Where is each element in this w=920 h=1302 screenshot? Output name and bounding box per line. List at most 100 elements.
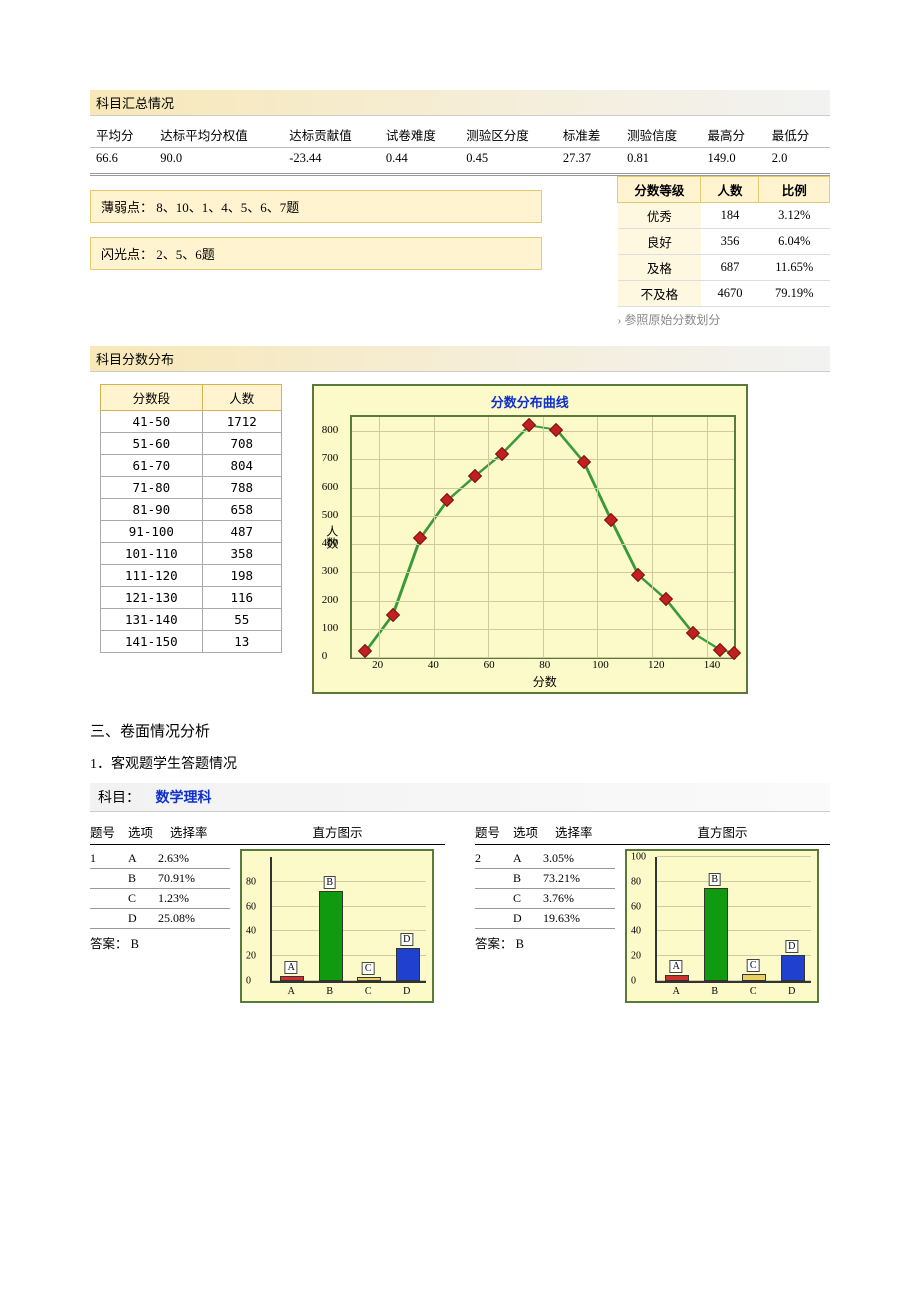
highlight-box: 闪光点： 2、5、6题 <box>90 237 542 270</box>
option-cell: B <box>513 871 543 886</box>
dist-cell: 141-150 <box>101 631 203 653</box>
q-header-cell: 选择率 <box>170 822 230 841</box>
summary-val: 0.81 <box>621 148 701 170</box>
dist-cell: 804 <box>202 455 281 477</box>
summary-col: 最低分 <box>766 122 830 148</box>
option-row: C1.23% <box>90 889 230 909</box>
option-cell <box>475 911 513 926</box>
summary-col: 最高分 <box>702 122 766 148</box>
y-tick: 100 <box>322 622 339 634</box>
grade-table: 分数等级人数比例 优秀1843.12%良好3566.04%及格68711.65%… <box>617 176 830 307</box>
option-row: 2A3.05% <box>475 849 615 869</box>
grade-cell: 6.04% <box>759 229 830 255</box>
grade-cell: 184 <box>701 203 759 229</box>
bar <box>665 975 689 981</box>
y-tick: 300 <box>322 565 339 577</box>
option-cell: C <box>513 891 543 906</box>
option-cell: 3.76% <box>543 891 615 906</box>
summary-col: 达标贡献值 <box>283 122 380 148</box>
question-block: 题号选项选择率直方图示2A3.05%B73.21%C3.76%D19.63%答案… <box>475 822 830 1003</box>
option-cell: A <box>128 851 158 866</box>
bar-label: B <box>708 873 721 886</box>
bar-label: D <box>785 940 798 953</box>
option-cell: 2.63% <box>158 851 230 866</box>
summary-val: 0.45 <box>460 148 557 170</box>
summary-col: 标准差 <box>557 122 621 148</box>
option-cell: D <box>513 911 543 926</box>
dist-cell: 101-110 <box>101 543 203 565</box>
q-header-cell: 直方图示 <box>615 822 830 841</box>
bright-text: 2、5、6题 <box>156 247 215 262</box>
dist-header: 科目分数分布 <box>90 346 830 372</box>
weak-text: 8、10、1、4、5、6、7题 <box>156 200 299 215</box>
grade-cell: 不及格 <box>618 281 701 307</box>
grade-cell: 687 <box>701 255 759 281</box>
bar <box>704 888 728 981</box>
option-cell: C <box>128 891 158 906</box>
grade-note: › 参照原始分数划分 <box>617 311 830 328</box>
dist-col: 人数 <box>202 385 281 411</box>
bar-label: C <box>362 962 375 975</box>
grade-cell: 及格 <box>618 255 701 281</box>
weak-label: 薄弱点： <box>101 200 153 215</box>
bar <box>396 948 420 981</box>
bar-xtick: B <box>711 986 718 997</box>
summary-table: 平均分达标平均分权值达标贡献值试卷难度测验区分度标准差测验信度最高分最低分 66… <box>90 122 830 169</box>
dist-cell: 91-100 <box>101 521 203 543</box>
q-header-cell: 选项 <box>128 822 170 841</box>
q-header-cell: 选项 <box>513 822 555 841</box>
dist-cell: 116 <box>202 587 281 609</box>
bar-ytick: 60 <box>631 901 641 912</box>
x-tick: 80 <box>539 659 550 671</box>
summary-val: -23.44 <box>283 148 380 170</box>
summary-col: 测验信度 <box>621 122 701 148</box>
q-header-cell: 直方图示 <box>230 822 445 841</box>
bar-ytick: 80 <box>246 876 256 887</box>
option-row: 1A2.63% <box>90 849 230 869</box>
objective-heading: 1．客观题学生答题情况 <box>90 753 830 773</box>
dist-cell: 55 <box>202 609 281 631</box>
grade-col: 比例 <box>759 177 830 203</box>
summary-val: 66.6 <box>90 148 154 170</box>
grade-col: 分数等级 <box>618 177 701 203</box>
dist-cell: 708 <box>202 433 281 455</box>
bar-label: A <box>670 960 683 973</box>
grade-cell: 79.19% <box>759 281 830 307</box>
grade-cell: 4670 <box>701 281 759 307</box>
gridline <box>597 417 598 657</box>
option-cell: B <box>128 871 158 886</box>
dist-cell: 111-120 <box>101 565 203 587</box>
bar-xtick: D <box>788 986 795 997</box>
bar <box>357 977 381 981</box>
weak-box: 薄弱点： 8、10、1、4、5、6、7题 <box>90 190 542 223</box>
dist-cell: 121-130 <box>101 587 203 609</box>
grade-cell: 3.12% <box>759 203 830 229</box>
summary-val: 27.37 <box>557 148 621 170</box>
bar-ytick: 80 <box>631 876 641 887</box>
bar-xtick: C <box>750 986 757 997</box>
gridline <box>352 657 734 658</box>
x-tick: 20 <box>372 659 383 671</box>
y-tick: 500 <box>322 509 339 521</box>
option-cell: 3.05% <box>543 851 615 866</box>
bar-ytick: 100 <box>631 852 646 863</box>
option-cell <box>90 871 128 886</box>
bar-xtick: A <box>288 986 295 997</box>
bar <box>742 974 766 981</box>
subject-label: 科目： <box>98 791 140 806</box>
subject-name: 数学理科 <box>156 791 212 806</box>
bar-xtick: A <box>673 986 680 997</box>
option-cell: A <box>513 851 543 866</box>
bar-label: A <box>285 961 298 974</box>
question-block: 题号选项选择率直方图示1A2.63%B70.91%C1.23%D25.08%答案… <box>90 822 445 1003</box>
subject-bar: 科目： 数学理科 <box>90 783 830 812</box>
bar-ytick: 0 <box>631 976 636 987</box>
option-cell <box>90 911 128 926</box>
grade-cell: 良好 <box>618 229 701 255</box>
answer-row: 答案： B <box>475 929 615 952</box>
summary-val: 0.44 <box>380 148 460 170</box>
option-row: B73.21% <box>475 869 615 889</box>
y-tick: 600 <box>322 481 339 493</box>
dist-cell: 131-140 <box>101 609 203 631</box>
option-cell <box>475 891 513 906</box>
